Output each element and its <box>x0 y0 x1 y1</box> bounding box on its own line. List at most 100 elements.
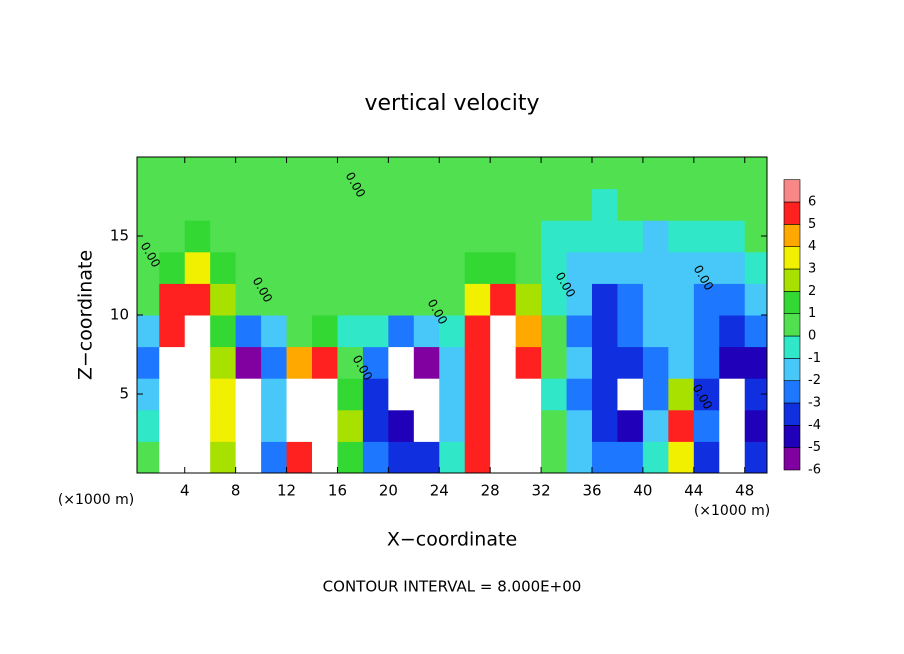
colorbar-label: -3 <box>808 396 821 411</box>
heat-cell <box>413 220 440 253</box>
heat-cell <box>439 220 466 253</box>
heat-cell <box>541 251 568 284</box>
colorbar-label: -5 <box>808 440 821 455</box>
heat-cell <box>744 378 768 411</box>
heat-cell <box>592 346 618 379</box>
heat-cell <box>413 315 440 348</box>
heat-cell <box>362 315 389 348</box>
heat-cell <box>312 409 338 442</box>
heat-cell <box>617 346 644 379</box>
heat-cell <box>210 378 237 411</box>
y-unit-label: (×1000 m) <box>58 492 134 508</box>
heat-cell <box>388 220 415 253</box>
heat-cell <box>210 441 237 474</box>
heat-cell <box>159 378 186 411</box>
heat-cell <box>286 157 313 190</box>
heat-cell <box>592 378 618 411</box>
heat-cell <box>668 378 695 411</box>
heat-cell <box>566 220 593 253</box>
heat-cell <box>668 157 695 190</box>
heat-cell <box>592 188 618 221</box>
heat-cell <box>464 251 491 284</box>
heat-cell <box>541 378 568 411</box>
heat-cell <box>439 283 466 316</box>
heat-cell <box>617 188 644 221</box>
heat-cell <box>464 220 491 253</box>
heat-cell <box>362 188 389 221</box>
heat-cell <box>719 188 746 221</box>
heat-cell <box>413 409 440 442</box>
heat-cell <box>388 378 415 411</box>
heat-cell <box>693 378 720 411</box>
heat-cell <box>388 315 415 348</box>
colorbar-label: 4 <box>808 239 816 254</box>
x-tick-label: 40 <box>633 482 652 500</box>
heat-cell <box>617 251 644 284</box>
heat-cell <box>515 283 542 316</box>
heat-cell <box>184 315 211 348</box>
heat-cell <box>719 346 746 379</box>
heat-cell <box>490 315 517 348</box>
colorbar-label: 2 <box>808 284 816 299</box>
heat-cell <box>137 157 160 190</box>
heat-cell <box>337 409 364 442</box>
heat-cell <box>210 157 237 190</box>
heat-cell <box>184 409 211 442</box>
heat-cell <box>210 188 237 221</box>
heat-cell <box>744 251 768 284</box>
heat-cell <box>515 157 542 190</box>
heat-cell <box>642 220 669 253</box>
heat-cell <box>286 441 313 474</box>
heat-cell <box>184 220 211 253</box>
heat-cell <box>235 283 262 316</box>
heat-cell <box>490 346 517 379</box>
heat-cell <box>693 346 720 379</box>
heat-cell <box>337 315 364 348</box>
heat-cell <box>312 378 338 411</box>
heat-cell <box>137 283 160 316</box>
heat-cell <box>362 346 389 379</box>
heat-cell <box>515 378 542 411</box>
heat-cell <box>413 283 440 316</box>
heat-cell <box>388 409 415 442</box>
heat-cell <box>642 409 669 442</box>
heat-cell <box>642 157 669 190</box>
heat-cell <box>362 283 389 316</box>
heat-cell <box>261 251 288 284</box>
heat-cell <box>413 251 440 284</box>
heat-cell <box>312 315 338 348</box>
heat-cell <box>184 157 211 190</box>
heat-cell <box>693 220 720 253</box>
heat-cell <box>439 346 466 379</box>
heat-cell <box>362 157 389 190</box>
heat-cell <box>261 188 288 221</box>
colorbar-label: 3 <box>808 262 816 277</box>
heat-cell <box>490 220 517 253</box>
heat-cell <box>668 283 695 316</box>
x-tick-label: 48 <box>735 482 754 500</box>
colorbar-label: 5 <box>808 217 816 232</box>
heat-cell <box>184 441 211 474</box>
contour-note: CONTOUR INTERVAL = 8.000E+00 <box>323 578 582 596</box>
heat-cell <box>719 220 746 253</box>
heat-cell <box>159 441 186 474</box>
heat-cell <box>286 378 313 411</box>
heat-cell <box>210 315 237 348</box>
heat-cell <box>719 378 746 411</box>
y-tick-label: 10 <box>110 306 129 324</box>
heat-cell <box>261 378 288 411</box>
heat-cell <box>464 409 491 442</box>
heat-cell <box>388 157 415 190</box>
x-axis-label: X−coordinate <box>387 529 517 551</box>
heat-cell <box>235 188 262 221</box>
x-tick-label: 16 <box>328 482 347 500</box>
heat-cell <box>286 188 313 221</box>
heat-cell <box>541 283 568 316</box>
heat-cell <box>337 283 364 316</box>
heat-cell <box>617 441 644 474</box>
heat-cell <box>464 346 491 379</box>
heat-cell <box>490 409 517 442</box>
x-tick-label: 36 <box>582 482 601 500</box>
heat-cell <box>337 157 364 190</box>
colorbar-swatch <box>783 380 801 404</box>
